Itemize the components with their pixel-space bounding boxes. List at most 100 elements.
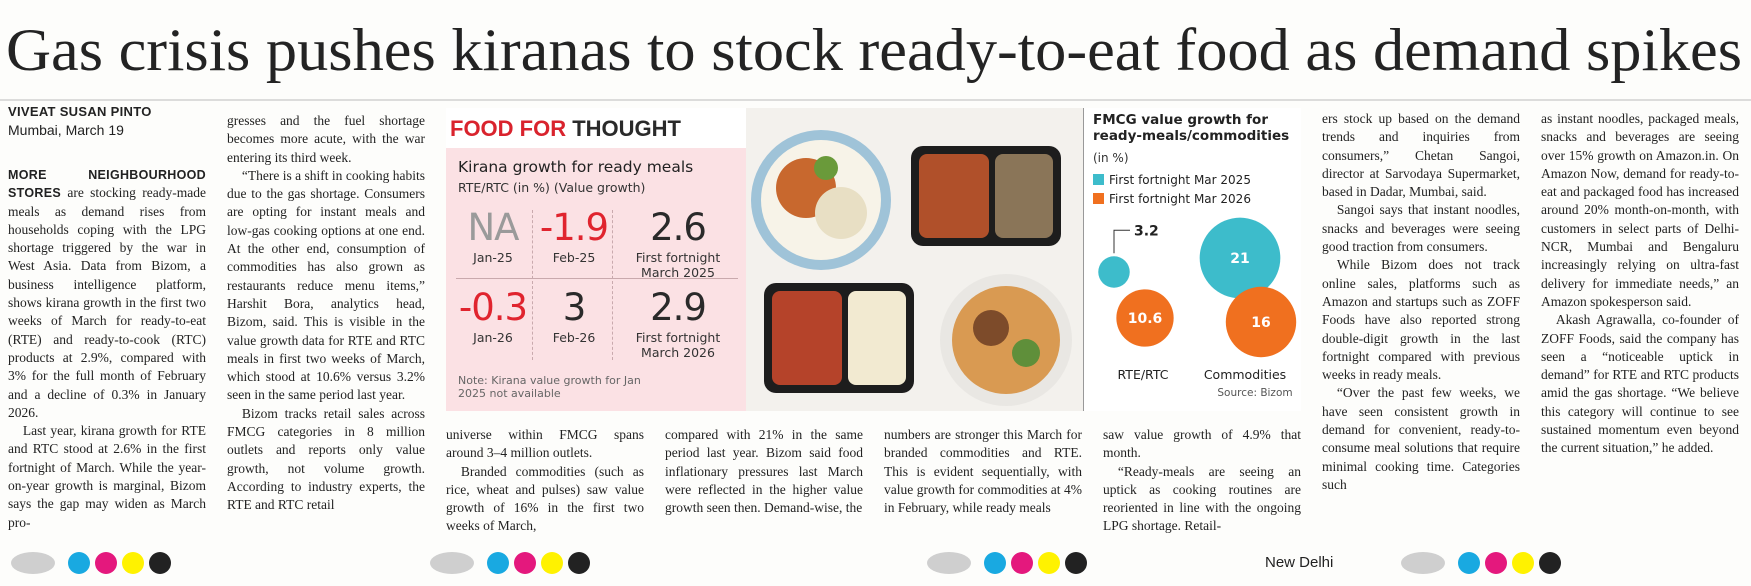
reg-mark [1011, 552, 1033, 574]
paragraph: MORE NEIGHBOURHOOD STORES are stocking r… [8, 166, 206, 422]
panel-title: Kirana growth for ready meals [458, 158, 694, 176]
stat-value: NA [467, 206, 520, 249]
reg-mark [149, 552, 171, 574]
bubble [1116, 289, 1174, 347]
title-highlight: FOOD FOR [450, 116, 567, 141]
paragraph: While Bizom does not track online sales,… [1322, 256, 1520, 384]
dateline: Mumbai, March 19 [8, 122, 124, 138]
headline-area: Gas crisis pushes kiranas to stock ready… [0, 17, 1751, 101]
title-rest: THOUGHT [572, 116, 681, 141]
paragraph-text: ers stock up based on the demand trends … [1322, 111, 1520, 200]
column: saw value growth of 4.9% that month. “Rea… [1103, 426, 1301, 536]
food-photo [746, 108, 1083, 411]
paragraph-text: gresses and the fuel shortage becomes mo… [227, 113, 425, 165]
group-label: Commodities [1204, 367, 1286, 382]
paragraph-text: Bizom tracks retail sales across FMCG ca… [227, 405, 425, 513]
paragraph: as instant noodles, packaged meals, snac… [1541, 110, 1739, 311]
reg-mark [1038, 552, 1060, 574]
legend-label: First fortnight Mar 2025 [1109, 173, 1251, 187]
legend-label: First fortnight Mar 2026 [1109, 192, 1251, 206]
paragraph: Akash Agrawalla, co-founder of ZOFF Food… [1541, 311, 1739, 457]
reg-mark [1512, 552, 1534, 574]
reg-mark [68, 552, 90, 574]
stat-label: Jan-26 [473, 330, 513, 345]
bubble-label: 10.6 [1128, 311, 1163, 327]
paragraph-text: “Over the past few weeks, we have seen c… [1322, 385, 1520, 492]
reg-mark [122, 552, 144, 574]
graphic-title: FOOD FOR THOUGHT [450, 116, 681, 142]
reg-mark [1539, 552, 1561, 574]
stat-cell: 2.6 First fortnight March 2025 [616, 206, 740, 280]
author: VIVEAT SUSAN PINTO [8, 104, 152, 119]
stat-cell: 3 Feb-26 [536, 286, 612, 345]
stat-label: Feb-25 [552, 250, 596, 265]
paragraph: ers stock up based on the demand trends … [1322, 110, 1520, 201]
reg-mark [927, 552, 971, 574]
paragraph: compared with 21% in the same period las… [665, 426, 863, 517]
reg-mark [541, 552, 563, 574]
column: MORE NEIGHBOURHOOD STORES are stocking r… [8, 166, 206, 532]
paragraph: Last year, kirana growth for RTE and RTC… [8, 422, 206, 532]
reg-mark [1458, 552, 1480, 574]
legend-swatch [1093, 193, 1104, 204]
paragraph-text: saw value growth of 4.9% that month. [1103, 427, 1301, 461]
stat-cell: -1.9 Feb-25 [536, 206, 612, 265]
cell-divider [532, 210, 533, 360]
paragraph-text: “Ready-meals are seeing an uptick as coo… [1103, 463, 1301, 534]
stat-value: -0.3 [458, 286, 528, 329]
stat-label: First fortnight March 2026 [635, 330, 721, 360]
paragraph: Bizom tracks retail sales across FMCG ca… [227, 405, 425, 515]
kirana-panel: Kirana growth for ready meals RTE/RTC (i… [446, 148, 746, 411]
column: gresses and the fuel shortage becomes mo… [227, 112, 425, 515]
bubble-label: 21 [1230, 251, 1249, 267]
stat-value: 3 [562, 286, 587, 329]
byline: VIVEAT SUSAN PINTO Mumbai, March 19 [8, 104, 152, 138]
paragraph-text: Akash Agrawalla, co-founder of ZOFF Food… [1541, 312, 1739, 456]
reg-mark [95, 552, 117, 574]
stat-cell: NA Jan-25 [452, 206, 534, 265]
reg-mark [1401, 552, 1445, 574]
reg-mark [984, 552, 1006, 574]
bubble-label: 16 [1251, 315, 1270, 331]
column: universe within FMCG spans around 3–4 mi… [446, 426, 644, 536]
stat-cell: 2.9 First fortnight March 2026 [616, 286, 740, 360]
stat-label: First fortnight March 2025 [635, 250, 721, 280]
bubble-chart: FMCG value growth for ready-meals/commod… [1083, 108, 1297, 411]
stat-value: 2.6 [650, 206, 707, 249]
paragraph: “Over the past few weeks, we have seen c… [1322, 384, 1520, 494]
reg-mark [430, 552, 474, 574]
stat-value: -1.9 [539, 206, 609, 249]
paragraph-text: Last year, kirana growth for RTE and RTC… [8, 423, 206, 530]
column: compared with 21% in the same period las… [665, 426, 863, 517]
headline: Gas crisis pushes kiranas to stock ready… [6, 17, 1742, 83]
stat-label: Jan-25 [473, 250, 513, 265]
paragraph: “There is a shift in cooking habits due … [227, 167, 425, 405]
reg-mark [1065, 552, 1087, 574]
paragraph: numbers are stronger this March for bran… [884, 426, 1082, 517]
chart-title: FMCG value growth for ready-meals/commod… [1093, 112, 1290, 144]
legend-swatch [1093, 174, 1104, 185]
reg-mark [1485, 552, 1507, 574]
group-label: RTE/RTC [1118, 367, 1169, 382]
edition: New Delhi [1265, 554, 1333, 571]
reg-mark [514, 552, 536, 574]
paragraph: gresses and the fuel shortage becomes mo… [227, 112, 425, 167]
label-leader [1113, 229, 1130, 254]
paragraph-text: numbers are stronger this March for bran… [884, 427, 1082, 516]
reg-mark [568, 552, 590, 574]
note: Note: Kirana value growth for Jan 2025 n… [458, 374, 641, 400]
reg-mark [487, 552, 509, 574]
source: Source: Bizom [1217, 387, 1292, 399]
paragraph-text: universe within FMCG spans around 3–4 mi… [446, 427, 644, 461]
stat-label: Feb-26 [552, 330, 596, 345]
paragraph: Sangoi says that instant noodles, snacks… [1322, 201, 1520, 256]
paragraph-text: Sangoi says that instant noodles, snacks… [1322, 202, 1520, 255]
stat-cell: -0.3 Jan-26 [452, 286, 534, 345]
paragraph: “Ready-meals are seeing an uptick as coo… [1103, 463, 1301, 536]
row-divider [456, 278, 738, 279]
unit: (in %) [1093, 151, 1129, 165]
footer: New Delhi [11, 552, 1561, 574]
bubble [1199, 217, 1281, 299]
bubble-label: 3.2 [1134, 223, 1159, 239]
